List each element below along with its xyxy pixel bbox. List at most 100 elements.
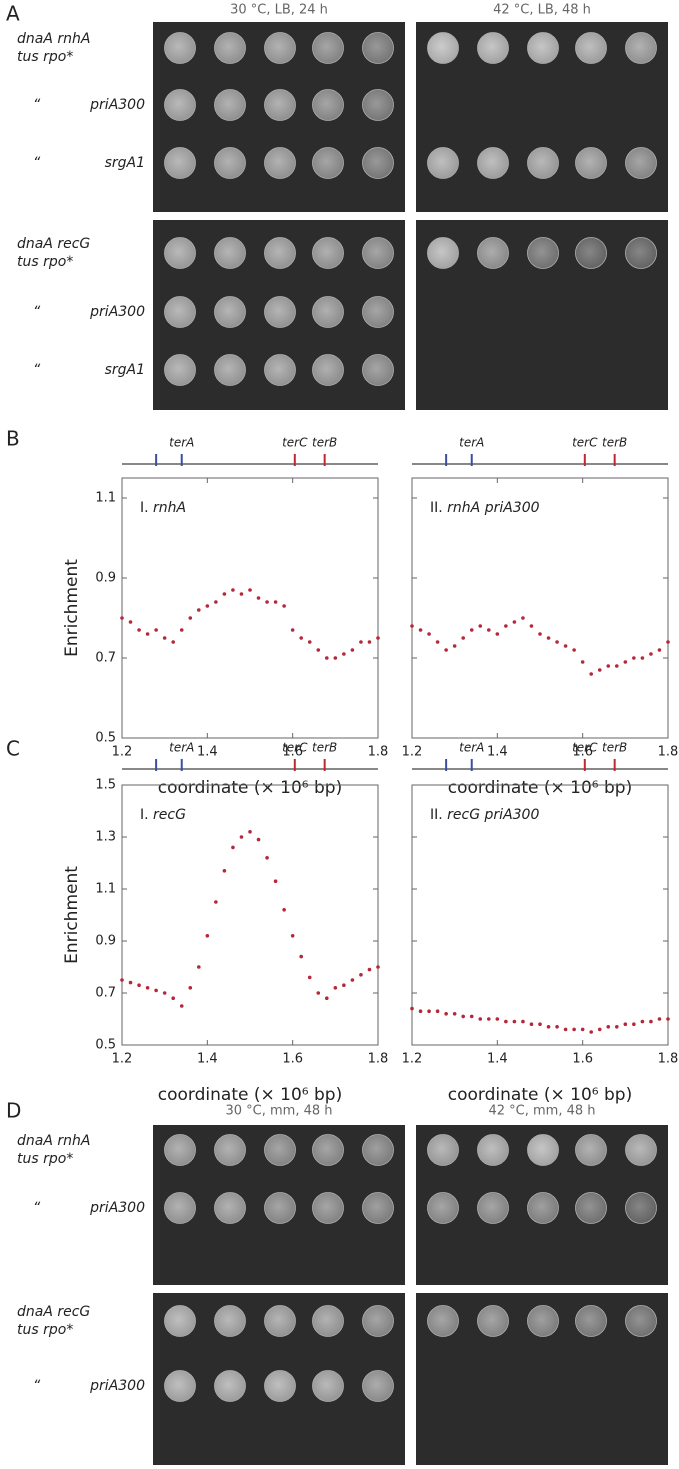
- y-tick-label: 1.5: [95, 778, 116, 793]
- data-point: [427, 1009, 431, 1013]
- data-point: [452, 1012, 457, 1016]
- colony-shade: [312, 1305, 344, 1337]
- colony-shade: [312, 89, 344, 121]
- data-point: [188, 986, 193, 990]
- y-axis-label: Enrichment: [62, 866, 82, 964]
- genotype: rnhA priA300: [447, 500, 539, 516]
- x-tick-label: 1.2: [402, 1052, 423, 1067]
- colony-shade: [625, 1134, 657, 1166]
- data-point: [197, 965, 201, 969]
- colony-shade: [527, 1305, 559, 1337]
- data-point: [325, 656, 329, 660]
- genotype: rnhA: [153, 500, 186, 516]
- ter-label: terA: [169, 436, 194, 450]
- data-point: [188, 616, 193, 620]
- colony-shade: [362, 1134, 394, 1166]
- data-point: [290, 934, 295, 938]
- data-point: [418, 628, 423, 632]
- panel-letter: A: [6, 2, 20, 26]
- colony-shade: [477, 1134, 509, 1166]
- colony-shade: [362, 1305, 394, 1337]
- data-point: [231, 588, 235, 592]
- data-point: [154, 628, 158, 632]
- strain-label: tus rpo*: [17, 254, 73, 270]
- data-point: [538, 1022, 542, 1026]
- data-point: [410, 624, 414, 628]
- data-point: [597, 668, 602, 672]
- data-point: [376, 965, 380, 969]
- colony-shade: [214, 89, 246, 121]
- colony-shade: [312, 296, 344, 328]
- strain-label: dnaA rnhA: [17, 31, 90, 47]
- data-point: [256, 837, 261, 842]
- data-point: [589, 672, 593, 676]
- colony-shade: [362, 32, 394, 64]
- data-point: [367, 640, 372, 644]
- colony-shade: [362, 237, 394, 269]
- colony-shade: [477, 147, 509, 179]
- x-axis-label: coordinate (× 10⁶ bp): [448, 778, 632, 798]
- strain-label: dnaA rnhA: [17, 1133, 90, 1149]
- allele-label: priA300: [89, 1378, 145, 1394]
- colony-shade: [264, 32, 296, 64]
- data-point: [495, 632, 500, 636]
- colony-shade: [575, 1134, 607, 1166]
- data-point: [214, 900, 218, 904]
- colony-shade: [214, 1192, 246, 1224]
- data-point: [154, 988, 158, 993]
- colony-shade: [264, 1192, 296, 1224]
- colony-shade: [625, 1305, 657, 1337]
- x-axis-label: coordinate (× 10⁶ bp): [448, 1085, 632, 1105]
- data-point: [325, 996, 329, 1000]
- colony-shade: [312, 147, 344, 179]
- colony-shade: [477, 1305, 509, 1337]
- data-point: [444, 648, 448, 652]
- data-point: [632, 1022, 636, 1026]
- x-axis-label: coordinate (× 10⁶ bp): [158, 1085, 342, 1105]
- data-point: [657, 1017, 662, 1021]
- colony-shade: [477, 1192, 509, 1224]
- data-point: [666, 1017, 670, 1021]
- data-point: [205, 934, 210, 938]
- data-point: [461, 636, 466, 640]
- condition-header: 30 °C, LB, 24 h: [230, 3, 328, 18]
- panel-numeral: I.: [140, 500, 149, 516]
- colony-shade: [164, 147, 196, 179]
- colony-shade: [214, 354, 246, 386]
- ditto-mark: “: [33, 1200, 41, 1216]
- data-point: [273, 600, 278, 604]
- colony-shade: [214, 237, 246, 269]
- data-point: [197, 608, 201, 612]
- colony-shade: [427, 1192, 459, 1224]
- data-point: [342, 652, 346, 656]
- colony-shade: [427, 32, 459, 64]
- x-tick-label: 1.4: [487, 745, 508, 760]
- data-point: [120, 616, 124, 620]
- chart-panel: terA terC terB 1.2 1.4 1.6 1.8 coordinate (× 10…: [402, 436, 679, 799]
- colony-shade: [264, 1370, 296, 1402]
- data-point: [231, 845, 235, 850]
- colony-shade: [214, 1305, 246, 1337]
- data-point: [239, 592, 244, 596]
- data-point: [137, 628, 141, 632]
- data-point: [282, 604, 286, 608]
- y-tick-label: 0.7: [95, 651, 116, 666]
- data-point: [504, 624, 508, 628]
- plot-frame: [411, 784, 669, 1046]
- data-point: [649, 652, 653, 656]
- colony-shade: [362, 354, 394, 386]
- ditto-mark: “: [33, 155, 41, 171]
- data-point: [179, 1004, 184, 1008]
- data-point: [504, 1019, 508, 1024]
- ditto-mark: “: [33, 304, 41, 320]
- strain-label: dnaA recG: [17, 1304, 90, 1320]
- colony-shade: [625, 1192, 657, 1224]
- data-point: [521, 616, 525, 620]
- data-point: [478, 1017, 483, 1021]
- data-point: [145, 632, 150, 636]
- data-point: [179, 628, 184, 632]
- colony-shade: [164, 1134, 196, 1166]
- data-point: [512, 1019, 517, 1024]
- x-tick-label: 1.8: [658, 1052, 679, 1067]
